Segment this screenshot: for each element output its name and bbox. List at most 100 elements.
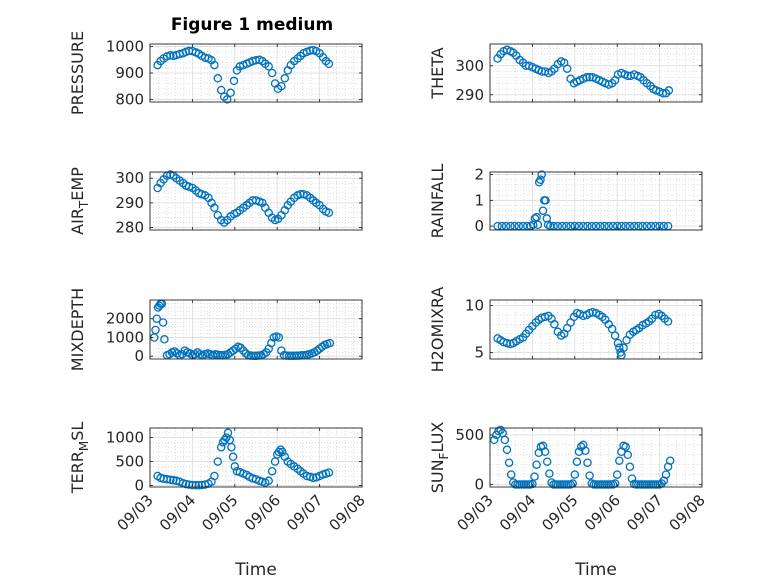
x-tick-label: 09/05	[538, 491, 581, 534]
data-point	[663, 317, 673, 326]
data-point	[581, 446, 590, 456]
axes-box	[489, 427, 703, 488]
data-point	[538, 206, 548, 215]
y-tick-label: 500	[115, 453, 144, 471]
x-axis-label: Time	[234, 560, 277, 580]
data-point	[545, 469, 554, 478]
subplot-theta: 290 300 THETA	[428, 43, 703, 104]
data-point	[651, 310, 660, 320]
data-point	[152, 314, 162, 323]
x-axis-label: Time	[574, 560, 617, 580]
data-point	[158, 318, 168, 327]
plot-area	[490, 300, 702, 359]
data-point	[661, 89, 671, 98]
data-point	[661, 470, 671, 479]
data-point	[625, 462, 635, 471]
x-tick-label: 09/05	[198, 491, 241, 534]
data-point	[220, 435, 229, 445]
data-point	[502, 338, 512, 348]
y-tick-label: 900	[115, 64, 144, 82]
data-point	[181, 479, 191, 489]
x-tick-label: 09/04	[156, 491, 199, 534]
y-tick-label: 1	[474, 191, 484, 209]
data-point	[583, 458, 592, 467]
y-tick-label: 280	[115, 219, 144, 237]
data-point	[228, 452, 238, 462]
data-point	[264, 62, 273, 71]
y-axis-label: TERRMSL	[68, 422, 91, 495]
data-point	[540, 447, 550, 457]
data-point	[588, 307, 597, 317]
data-point	[267, 68, 277, 78]
data-point	[506, 470, 516, 479]
data-point	[278, 447, 287, 457]
y-axis-label: AIRTEMP	[68, 167, 91, 235]
data-point	[532, 460, 541, 469]
data-point	[210, 471, 219, 481]
data-point	[533, 220, 543, 230]
x-tick-label: 09/06	[241, 491, 284, 534]
y-tick-label: 0	[134, 347, 144, 365]
data-point	[619, 343, 628, 353]
data-point	[264, 476, 273, 486]
data-point	[615, 343, 624, 353]
y-tick-label: 300	[455, 57, 484, 75]
y-tick-label: 1000	[106, 328, 144, 346]
plot-area	[490, 172, 702, 230]
figure-title: Figure 1 medium	[171, 15, 333, 35]
data-point	[536, 175, 545, 184]
data-point	[230, 462, 240, 471]
y-axis-label: THETA	[428, 47, 447, 99]
data-point	[213, 457, 223, 466]
y-tick-label: 2	[474, 166, 484, 184]
data-point	[504, 458, 514, 467]
axes-box	[149, 171, 363, 231]
data-point	[627, 474, 637, 483]
data-point	[623, 450, 633, 460]
data-point	[664, 86, 674, 95]
axes-box	[489, 171, 703, 231]
subplot-rainfall: 0 1 2 RAINFALL	[428, 164, 703, 238]
y-tick-label: 800	[115, 90, 144, 108]
data-point	[277, 346, 286, 355]
axes-box	[149, 299, 363, 360]
data-point	[550, 320, 559, 329]
data-point	[537, 170, 546, 179]
data-point	[229, 76, 239, 86]
data-point	[216, 442, 226, 452]
x-tick-label: 09/04	[496, 491, 539, 534]
data-point	[239, 346, 248, 355]
subplot-pressure: 800 900 1000 PRESSURE	[68, 31, 363, 115]
data-point	[502, 445, 512, 455]
data-point	[532, 212, 541, 222]
axes-box	[489, 299, 703, 360]
data-point	[541, 196, 550, 205]
y-tick-label: 0	[134, 477, 144, 495]
x-tick-label: 09/06	[581, 491, 624, 534]
y-axis-label: H2OMIXRA	[428, 287, 447, 373]
y-tick-label: 1000	[106, 38, 144, 56]
y-tick-label: 2000	[106, 310, 144, 328]
x-tick-label: 09/03	[114, 491, 157, 534]
data-point	[615, 456, 624, 465]
x-tick-label: 09/07	[623, 491, 666, 534]
data-point	[194, 481, 204, 490]
axes-box	[149, 427, 363, 488]
data-point	[236, 343, 245, 353]
data-point	[227, 442, 236, 452]
data-point	[324, 468, 334, 477]
data-point	[188, 480, 197, 490]
data-point	[276, 445, 285, 454]
data-point	[574, 447, 584, 457]
data-point	[500, 435, 510, 445]
y-tick-label: 0	[474, 476, 484, 494]
data-point	[325, 338, 335, 348]
data-point	[151, 325, 160, 335]
subplot-air-temp: 280 290 300 AIRTEMP	[68, 167, 363, 237]
data-point	[585, 471, 594, 480]
y-tick-label: 1000	[106, 429, 144, 447]
data-point	[251, 56, 261, 65]
data-point	[570, 470, 580, 479]
